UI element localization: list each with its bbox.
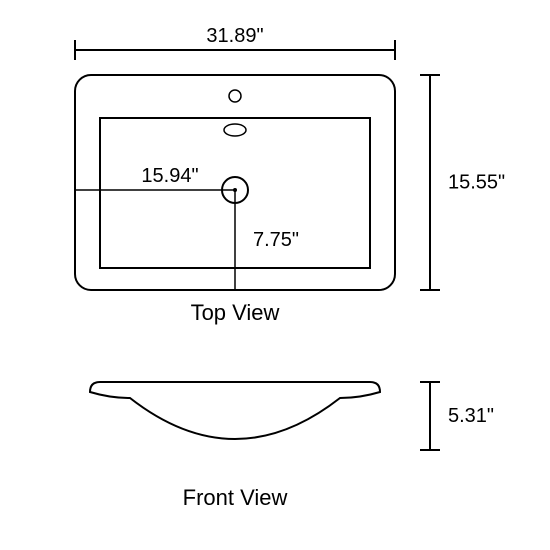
dim-label-half-width: 15.94"	[141, 165, 198, 187]
dim-label-depth: 5.31"	[448, 405, 494, 427]
faucet-hole	[229, 90, 241, 102]
overflow-hole	[224, 124, 246, 136]
sink-front-profile	[90, 382, 380, 439]
dim-label-height: 15.55"	[448, 172, 505, 194]
dim-label-width: 31.89"	[206, 25, 263, 47]
caption-front-view: Front View	[183, 485, 288, 510]
caption-top-view: Top View	[191, 300, 280, 325]
dim-label-half-height: 7.75"	[253, 229, 299, 251]
